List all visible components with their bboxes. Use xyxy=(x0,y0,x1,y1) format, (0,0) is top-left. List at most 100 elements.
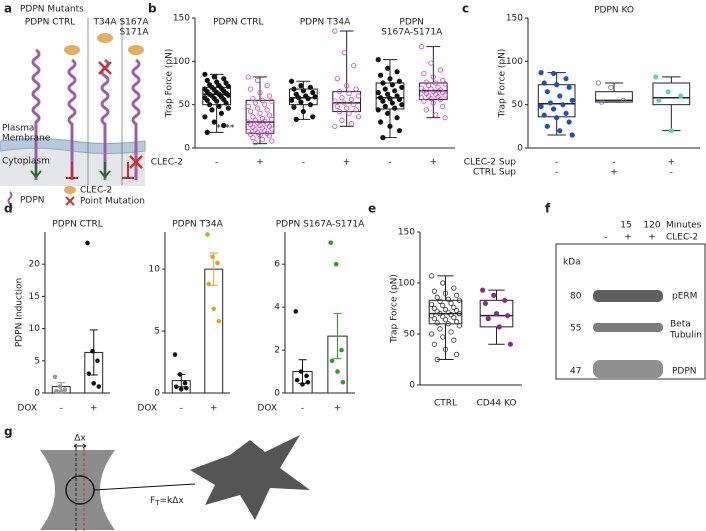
row-value: + xyxy=(668,158,676,168)
treatment-label: - xyxy=(604,233,607,243)
data-point xyxy=(58,389,64,395)
data-point xyxy=(211,306,217,312)
data-point xyxy=(348,96,354,103)
data-point xyxy=(339,347,344,353)
data-point xyxy=(202,71,208,77)
box xyxy=(652,82,691,106)
y-tick-label: 0 xyxy=(154,389,160,399)
data-point xyxy=(394,69,400,75)
data-point xyxy=(206,102,213,108)
data-point xyxy=(245,103,251,110)
y-tick-label: 5 xyxy=(154,327,160,337)
row-value: + xyxy=(256,158,264,168)
group-label: PDPN xyxy=(399,18,424,28)
data-point xyxy=(382,86,388,92)
data-point xyxy=(456,310,462,317)
data-point xyxy=(389,100,395,106)
signal-arrows xyxy=(30,162,134,179)
chart-title: PDPN KO xyxy=(594,6,634,16)
data-point xyxy=(182,380,188,386)
y-tick-label: 0 xyxy=(184,144,190,154)
data-point xyxy=(451,337,457,343)
y-tick-label: 100 xyxy=(173,57,190,67)
data-point xyxy=(440,77,446,84)
treatment-label: + xyxy=(648,233,656,243)
data-point xyxy=(392,105,398,111)
data-point xyxy=(547,100,554,106)
data-point xyxy=(442,346,449,352)
data-point xyxy=(332,123,338,129)
optical-trap xyxy=(40,450,115,530)
data-point xyxy=(257,132,263,138)
bar xyxy=(204,268,224,394)
data-point xyxy=(86,371,92,376)
blot-frame xyxy=(555,243,706,380)
data-point xyxy=(205,232,210,237)
band-label: PDPN xyxy=(672,367,697,377)
data-point xyxy=(541,80,547,86)
legend-label: CLEC-2 xyxy=(80,186,112,196)
data-point xyxy=(204,97,210,103)
data-point xyxy=(451,315,457,321)
data-point xyxy=(440,302,446,309)
data-point xyxy=(440,314,446,320)
data-point xyxy=(445,296,451,302)
data-point xyxy=(375,56,381,63)
data-point xyxy=(375,89,381,96)
force-formula: FT=kΔx xyxy=(150,496,184,508)
data-point xyxy=(550,106,557,112)
y-tick-label: 4 xyxy=(274,303,280,313)
panel-f: f 15 120 Minutes - + + CLEC-2 kDa 80 55 … xyxy=(545,202,706,380)
row-value: - xyxy=(302,158,305,168)
data-point xyxy=(353,86,359,92)
data-point xyxy=(429,273,435,279)
data-point xyxy=(209,107,215,113)
data-point xyxy=(448,329,454,335)
data-point xyxy=(678,93,684,99)
y-tick-label: 20 xyxy=(29,260,41,270)
column-label: S167A xyxy=(119,18,149,28)
data-point xyxy=(566,119,572,125)
data-point xyxy=(218,110,224,116)
data-point xyxy=(288,78,295,84)
force-rest: =kΔx xyxy=(159,496,184,506)
data-point xyxy=(491,292,497,298)
data-point xyxy=(328,240,334,246)
data-point xyxy=(431,341,438,347)
column-label: S171A xyxy=(119,28,149,38)
data-point xyxy=(496,324,502,330)
significance: **** xyxy=(216,124,235,134)
data-point xyxy=(560,102,566,108)
data-point xyxy=(296,95,302,101)
data-point xyxy=(507,341,513,347)
data-point xyxy=(451,285,457,291)
y-tick-label: 6 xyxy=(274,260,280,270)
data-point xyxy=(269,98,275,104)
data-point xyxy=(266,133,273,139)
data-point xyxy=(211,74,217,80)
legend-label: Point Mutation xyxy=(80,197,145,207)
data-point xyxy=(291,86,297,92)
legend-icon xyxy=(64,186,76,194)
force-symbol: F xyxy=(150,496,155,506)
legend-icon xyxy=(7,191,13,211)
data-point xyxy=(291,104,297,110)
data-point xyxy=(598,99,605,105)
data-point xyxy=(442,115,448,121)
data-point xyxy=(431,316,438,322)
data-point xyxy=(451,304,457,311)
data-point xyxy=(445,321,451,327)
data-point xyxy=(418,95,425,101)
data-point xyxy=(252,100,258,106)
data-point xyxy=(566,84,572,90)
data-point xyxy=(91,381,97,386)
data-point xyxy=(429,313,435,319)
mutation-marks xyxy=(98,61,143,169)
data-point xyxy=(225,92,232,98)
label: Membrane xyxy=(2,134,51,144)
data-point xyxy=(394,115,400,121)
data-point xyxy=(344,105,350,111)
data-point xyxy=(53,388,59,394)
treatment-label: + xyxy=(624,233,632,243)
data-point xyxy=(569,97,575,103)
